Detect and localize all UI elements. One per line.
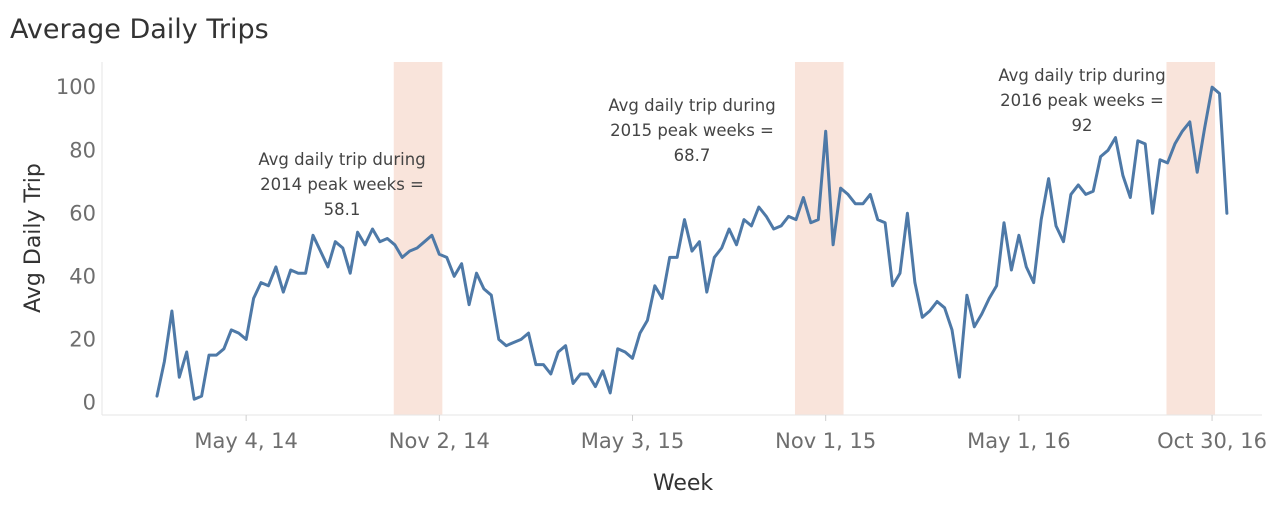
y-tick-label: 100 <box>56 75 96 99</box>
x-axis-ticks: May 4, 14 Nov 2, 14 May 3, 15 Nov 1, 15 May … <box>194 415 1267 453</box>
x-tick-label: May 4, 14 <box>194 429 298 453</box>
series-layer <box>155 85 1229 401</box>
annotation-line: 58.1 <box>324 200 361 219</box>
x-tick-label: Oct 30, 16 <box>1157 429 1267 453</box>
annotation-line: 68.7 <box>674 146 711 165</box>
peak-annotation-2: Avg daily trip during 2015 peak weeks = 68… <box>608 96 775 165</box>
x-tick-label: Nov 1, 15 <box>775 429 876 453</box>
x-axis-title: Week <box>653 471 714 496</box>
annotation-line: Avg daily trip during <box>998 66 1165 85</box>
highlight-band-1 <box>393 62 443 415</box>
peak-annotation-1: Avg daily trip during 2014 peak weeks = 58… <box>258 150 425 219</box>
y-tick-label: 60 <box>69 201 96 225</box>
y-tick-label: 0 <box>83 390 96 414</box>
chart-title: Average Daily Trips <box>10 14 269 45</box>
annotation-line: 2015 peak weeks = <box>610 121 774 140</box>
annotation-line: 92 <box>1072 116 1093 135</box>
annotation-line: 2016 peak weeks = <box>1000 91 1164 110</box>
y-tick-label: 20 <box>69 327 96 351</box>
annotation-line: Avg daily trip during <box>608 96 775 115</box>
highlight-bands <box>393 62 1216 415</box>
highlight-band-2 <box>794 62 844 415</box>
y-axis-title: Avg Daily Trip <box>21 163 46 313</box>
x-tick-label: May 3, 15 <box>581 429 685 453</box>
series-line-avg-daily-trip <box>155 85 1229 401</box>
annotation-line: 2014 peak weeks = <box>260 175 424 194</box>
annotation-layer: Avg daily trip during 2014 peak weeks = 58… <box>258 66 1165 219</box>
x-tick-label: Nov 2, 14 <box>389 429 490 453</box>
y-tick-label: 80 <box>69 138 96 162</box>
y-tick-label: 40 <box>69 264 96 288</box>
peak-annotation-3: Avg daily trip during 2016 peak weeks = 92 <box>998 66 1165 135</box>
x-tick-label: May 1, 16 <box>967 429 1071 453</box>
y-axis-ticks: 0 20 40 60 80 100 <box>56 75 96 414</box>
annotation-line: Avg daily trip during <box>258 150 425 169</box>
